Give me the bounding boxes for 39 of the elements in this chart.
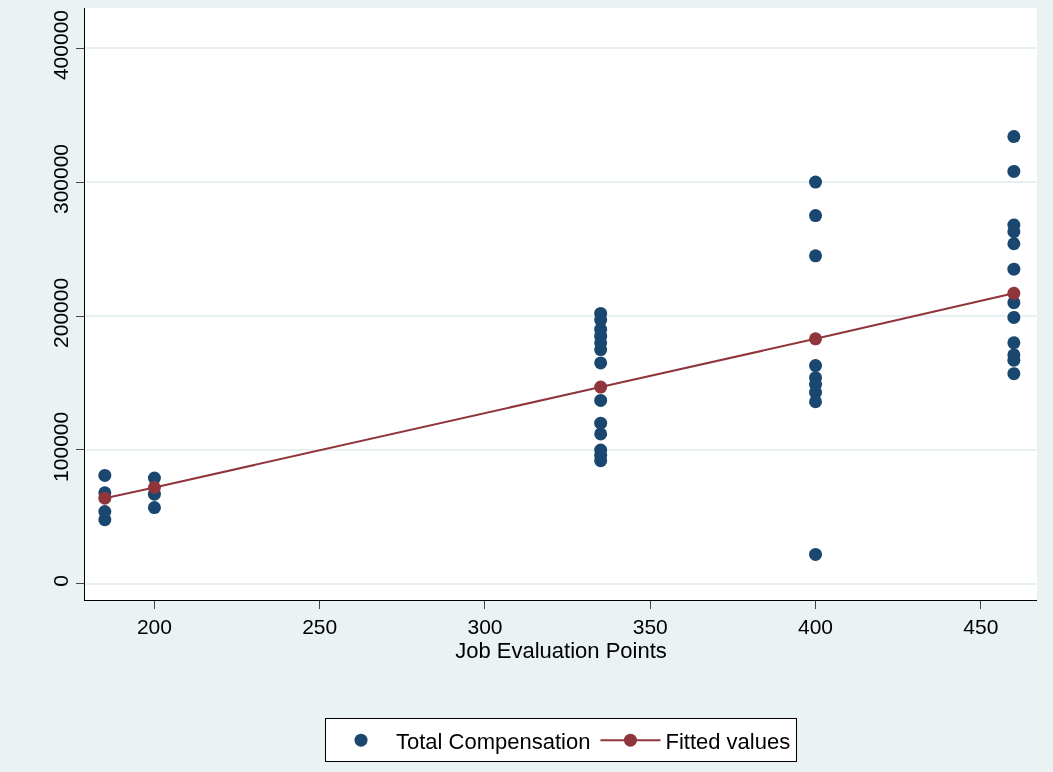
legend-label: Fitted values xyxy=(665,728,791,754)
point xyxy=(594,380,608,394)
point xyxy=(594,416,608,430)
point xyxy=(147,501,161,515)
x-tick-label: 400 xyxy=(798,615,834,639)
point xyxy=(1007,237,1021,251)
point xyxy=(809,209,823,223)
x-tick-label: 250 xyxy=(302,615,338,639)
point xyxy=(809,359,823,373)
y-tick-label: 0 xyxy=(48,574,72,587)
x-tick-label: 450 xyxy=(963,615,999,639)
point xyxy=(809,395,823,409)
point xyxy=(98,491,112,505)
legend-label: Total Compensation xyxy=(396,728,591,754)
point xyxy=(809,332,823,346)
point xyxy=(1007,286,1021,300)
point xyxy=(147,480,161,494)
point xyxy=(1007,367,1021,381)
point xyxy=(809,175,823,189)
point xyxy=(98,468,112,482)
y-tick-label: 300000 xyxy=(48,143,72,215)
point xyxy=(1007,336,1021,350)
point xyxy=(809,547,823,561)
point xyxy=(1007,130,1021,144)
point xyxy=(809,249,823,263)
point xyxy=(1007,310,1021,324)
point xyxy=(98,513,112,527)
point xyxy=(594,393,608,407)
point xyxy=(594,427,608,441)
x-tick-label: 350 xyxy=(632,615,668,639)
y-tick-label: 100000 xyxy=(48,411,72,482)
x-tick-label: 300 xyxy=(467,615,503,639)
y-tick-label: 200000 xyxy=(48,277,72,348)
x-axis-title: Job Evaluation Points xyxy=(455,638,667,664)
y-tick-label: 400000 xyxy=(48,9,72,81)
point xyxy=(1007,164,1021,178)
point xyxy=(594,356,608,370)
x-tick-label: 200 xyxy=(136,615,172,639)
point xyxy=(1007,262,1021,276)
